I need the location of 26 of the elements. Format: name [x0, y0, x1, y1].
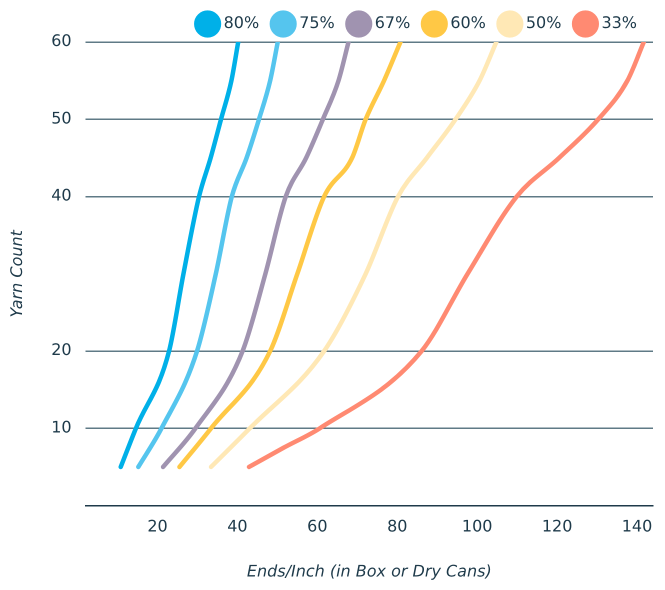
x-tick-label: 80: [387, 516, 408, 536]
legend-label: 67%: [374, 13, 410, 32]
x-tick-label: 140: [622, 516, 652, 536]
line-series: [118, 42, 240, 470]
x-tick-label: 40: [227, 516, 248, 536]
line-series: [246, 42, 646, 470]
y-tick-label: 20: [51, 340, 72, 360]
y-tick-label: 60: [51, 31, 72, 50]
x-tick-label: 120: [542, 516, 572, 536]
x-tick-label: 60: [307, 516, 328, 536]
x-tick-label: 100: [462, 516, 492, 536]
legend-label: 75%: [299, 13, 335, 32]
y-tick-label: 40: [51, 186, 72, 205]
x-axis-title: Ends/Inch (in Box or Dry Cans): [246, 562, 492, 581]
line-series: [160, 42, 351, 470]
x-tick-label: 20: [147, 516, 168, 536]
legend-label: 80%: [224, 13, 260, 32]
line-series: [136, 42, 280, 470]
line-series: [208, 42, 499, 470]
y-axis-title: Yarn Count: [6, 229, 26, 318]
line-series: [177, 42, 403, 470]
y-tick-label: 50: [51, 108, 72, 128]
y-tick-label: 10: [51, 417, 72, 436]
legend-label: 33%: [601, 13, 637, 32]
legend-label: 60%: [450, 13, 486, 32]
legend-label: 50%: [526, 13, 562, 32]
